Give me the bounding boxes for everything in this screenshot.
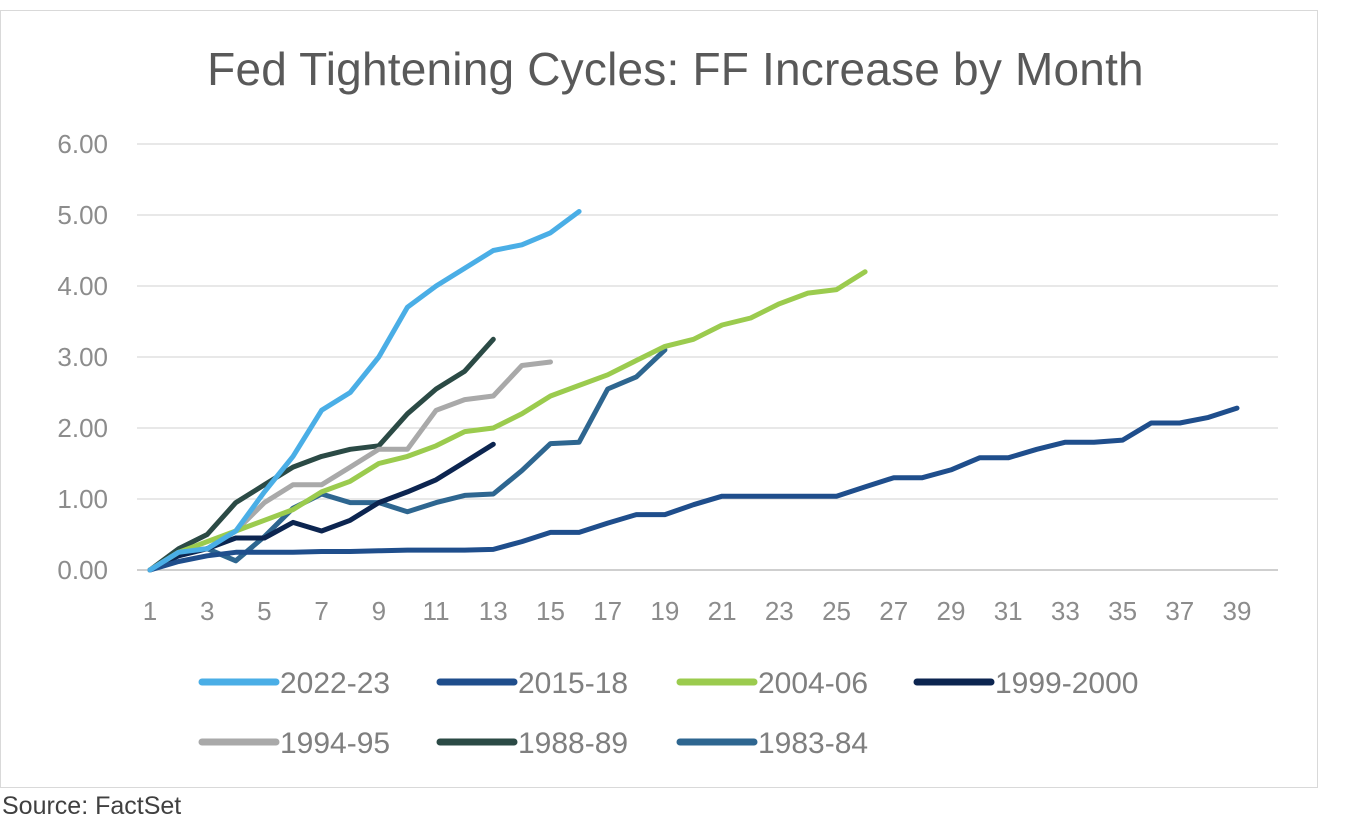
- x-tick-label: 19: [650, 596, 679, 626]
- x-tick-label: 25: [822, 596, 851, 626]
- y-tick-label: 1.00: [57, 484, 108, 514]
- x-tick-label: 13: [479, 596, 508, 626]
- series-line-2022-23: [147, 209, 582, 573]
- legend-label-1999-2000: 1999-2000: [995, 667, 1138, 700]
- y-tick-label: 6.00: [57, 129, 108, 159]
- x-tick-label: 3: [200, 596, 214, 626]
- x-tick-label: 23: [765, 596, 794, 626]
- x-tick-label: 1: [143, 596, 157, 626]
- chart-title: Fed Tightening Cycles: FF Increase by Mo…: [207, 43, 1144, 95]
- series-line-1988-89: [147, 336, 496, 573]
- x-tick-label: 9: [372, 596, 386, 626]
- x-tick-label: 27: [879, 596, 908, 626]
- series-line-2015-18: [147, 405, 1240, 573]
- legend-label-2015-18: 2015-18: [518, 667, 628, 700]
- y-tick-label: 4.00: [57, 271, 108, 301]
- y-tick-label: 2.00: [57, 413, 108, 443]
- x-tick-label: 37: [1165, 596, 1194, 626]
- x-tick-label: 31: [994, 596, 1023, 626]
- y-tick-label: 3.00: [57, 342, 108, 372]
- x-tick-label: 17: [593, 596, 622, 626]
- chart-frame: [0, 10, 1318, 788]
- series-line-1983-84: [147, 347, 668, 573]
- y-tick-label: 0.00: [57, 555, 108, 585]
- x-tick-label: 33: [1051, 596, 1080, 626]
- x-tick-label: 11: [423, 596, 450, 626]
- x-tick-label: 21: [708, 596, 737, 626]
- x-tick-label: 5: [257, 596, 271, 626]
- legend-label-1988-89: 1988-89: [518, 727, 628, 760]
- x-tick-label: 35: [1108, 596, 1137, 626]
- source-note: Source: FactSet: [2, 792, 182, 820]
- series-line-2004-06: [147, 269, 868, 573]
- legend-label-1994-95: 1994-95: [280, 727, 390, 760]
- y-tick-label: 5.00: [57, 200, 108, 230]
- legend-label-2004-06: 2004-06: [758, 667, 868, 700]
- legend-label-2022-23: 2022-23: [280, 667, 390, 700]
- x-tick-label: 7: [314, 596, 328, 626]
- legend-label-1983-84: 1983-84: [758, 727, 868, 760]
- x-tick-label: 29: [936, 596, 965, 626]
- x-tick-label: 15: [536, 596, 565, 626]
- x-tick-label: 39: [1223, 596, 1252, 626]
